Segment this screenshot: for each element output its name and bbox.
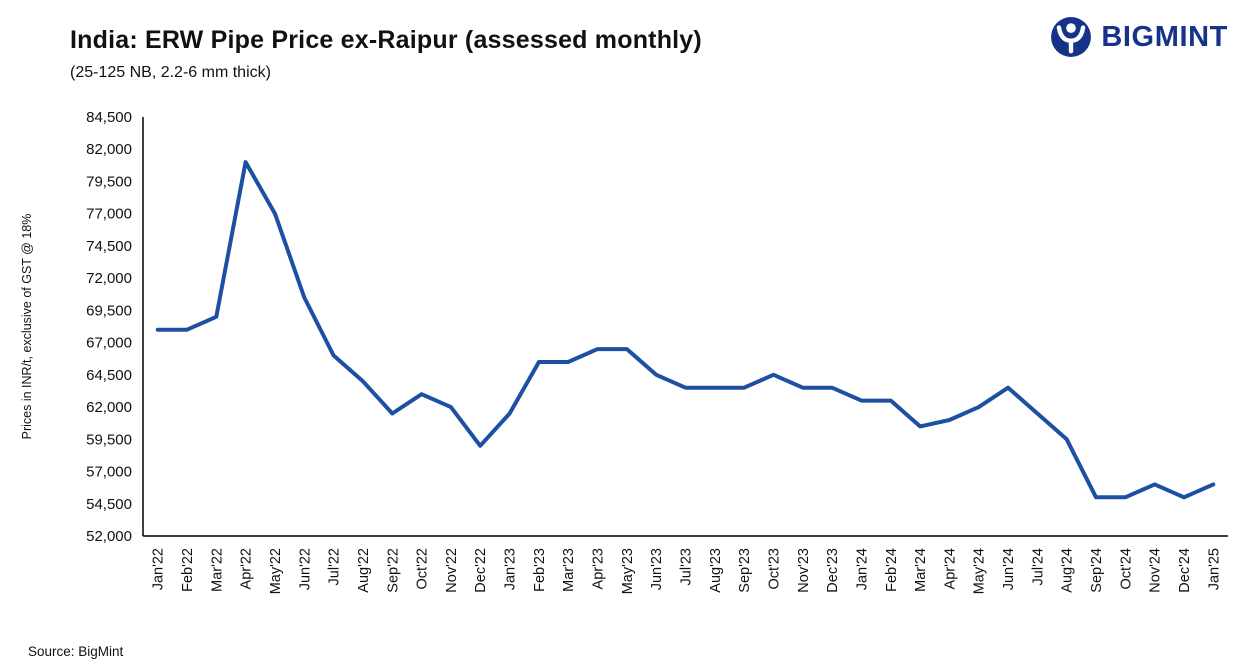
x-tick-label: Jun'23	[649, 548, 665, 590]
x-tick-label: Feb'22	[180, 548, 196, 592]
source-note: Source: BigMint	[28, 644, 124, 659]
x-tick-label: Jul'23	[679, 548, 695, 585]
x-tick-label: Jan'25	[1206, 548, 1222, 590]
y-tick-label: 79,500	[86, 173, 132, 190]
y-tick-label: 52,000	[86, 528, 132, 545]
bigmint-logo-text: BIGMINT	[1101, 20, 1228, 53]
x-tick-label: Sep'22	[385, 548, 401, 593]
x-tick-label: Sep'24	[1089, 548, 1105, 593]
x-tick-label: Jun'24	[1001, 548, 1017, 590]
y-tick-label: 59,500	[86, 431, 132, 448]
x-tick-label: Dec'22	[473, 548, 489, 593]
x-tick-label: Oct'24	[1118, 548, 1134, 589]
x-tick-label: Mar'24	[913, 548, 929, 592]
x-tick-label: Apr'24	[942, 548, 958, 589]
x-tick-label: Nov'24	[1148, 548, 1164, 593]
y-axis-label: Prices in INR/t, exclusive of GST @ 18%	[20, 214, 34, 440]
page-subtitle: (25-125 NB, 2.2-6 mm thick)	[70, 64, 271, 81]
x-tick-label: Jul'24	[1030, 548, 1046, 585]
x-tick-label: Jan'23	[503, 548, 519, 590]
y-tick-label: 77,000	[86, 206, 132, 223]
bigmint-logo-icon	[1051, 17, 1092, 57]
y-tick-label: 64,500	[86, 367, 132, 384]
title-block: India: ERW Pipe Price ex-Raipur (assesse…	[70, 26, 702, 82]
price-series-line	[155, 160, 1216, 500]
x-tick-label: Oct'22	[415, 548, 431, 589]
y-tick-label: 57,000	[86, 464, 132, 481]
x-tick-label: Sep'23	[737, 548, 753, 593]
x-tick-label: Dec'23	[825, 548, 841, 593]
y-tick-label: 62,000	[86, 399, 132, 416]
x-tick-label: Jun'22	[297, 548, 313, 590]
x-tick-label: May'23	[620, 548, 636, 594]
y-tick-label: 67,000	[86, 335, 132, 352]
x-tick-label: Jan'22	[151, 548, 167, 590]
y-tick-label: 54,500	[86, 496, 132, 513]
x-tick-label: Aug'24	[1060, 548, 1076, 593]
y-tick-label: 69,500	[86, 302, 132, 319]
x-tick-label: Aug'23	[708, 548, 724, 593]
y-tick-label: 84,500	[86, 109, 132, 126]
x-tick-label: Oct'23	[767, 548, 783, 589]
x-tick-label: Jul'22	[327, 548, 343, 585]
x-tick-label: May'22	[268, 548, 284, 594]
x-tick-label: Apr'23	[591, 548, 607, 589]
x-tick-label: Dec'24	[1177, 548, 1193, 593]
y-tick-label: 74,500	[86, 238, 132, 255]
page-title: India: ERW Pipe Price ex-Raipur (assesse…	[70, 26, 702, 54]
x-tick-label: Aug'22	[356, 548, 372, 593]
x-tick-label: Apr'22	[239, 548, 255, 589]
x-tick-label: Nov'23	[796, 548, 812, 593]
x-tick-label: Mar'23	[561, 548, 577, 592]
bigmint-logo: BIGMINT	[1050, 16, 1228, 58]
x-tick-label: Feb'24	[884, 548, 900, 592]
x-tick-label: Feb'23	[532, 548, 548, 592]
y-tick-label: 82,000	[86, 141, 132, 158]
y-tick-label: 72,000	[86, 270, 132, 287]
x-tick-label: Nov'22	[444, 548, 460, 593]
x-tick-label: Mar'22	[209, 548, 225, 592]
x-tick-label: Jan'24	[854, 548, 870, 590]
x-tick-label: May'24	[972, 548, 988, 594]
